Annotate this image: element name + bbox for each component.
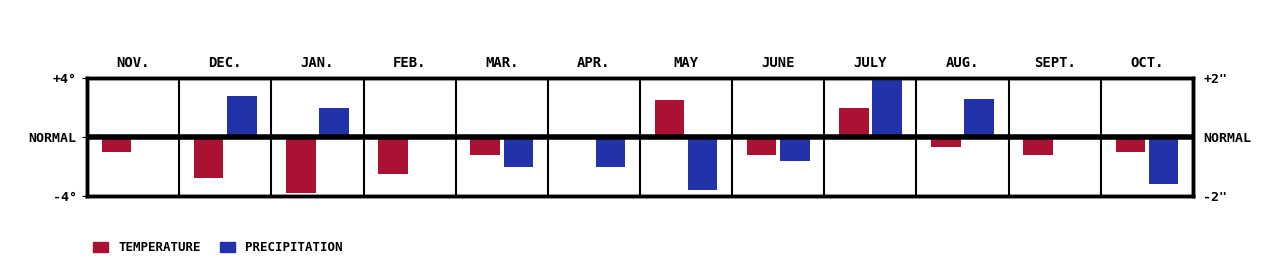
Bar xyxy=(780,137,809,161)
Bar xyxy=(319,108,348,137)
Bar xyxy=(872,20,901,137)
Text: JAN.: JAN. xyxy=(301,56,334,70)
Text: OCT.: OCT. xyxy=(1130,56,1164,70)
Bar xyxy=(503,137,532,167)
Bar xyxy=(748,137,777,155)
Bar xyxy=(227,96,256,137)
Legend: TEMPERATURE, PRECIPITATION: TEMPERATURE, PRECIPITATION xyxy=(93,241,342,255)
Bar xyxy=(687,137,717,190)
Bar xyxy=(102,137,132,152)
Bar xyxy=(932,137,961,148)
Bar xyxy=(1148,137,1178,184)
Bar xyxy=(379,137,408,174)
Bar xyxy=(964,99,993,137)
Text: SEPT.: SEPT. xyxy=(1034,56,1075,70)
Bar xyxy=(471,137,500,155)
Text: FEB.: FEB. xyxy=(393,56,426,70)
Text: MAY: MAY xyxy=(673,56,699,70)
Bar xyxy=(655,101,685,137)
Bar xyxy=(1024,137,1053,155)
Text: JULY: JULY xyxy=(854,56,887,70)
Bar xyxy=(287,137,316,193)
Text: MAR.: MAR. xyxy=(485,56,518,70)
Text: NOV.: NOV. xyxy=(116,56,150,70)
Text: AUG.: AUG. xyxy=(946,56,979,70)
Bar xyxy=(840,108,869,137)
Text: JUNE: JUNE xyxy=(762,56,795,70)
Bar xyxy=(595,137,625,167)
Text: APR.: APR. xyxy=(577,56,611,70)
Bar xyxy=(195,137,224,178)
Bar xyxy=(1116,137,1146,152)
Text: DEC.: DEC. xyxy=(209,56,242,70)
